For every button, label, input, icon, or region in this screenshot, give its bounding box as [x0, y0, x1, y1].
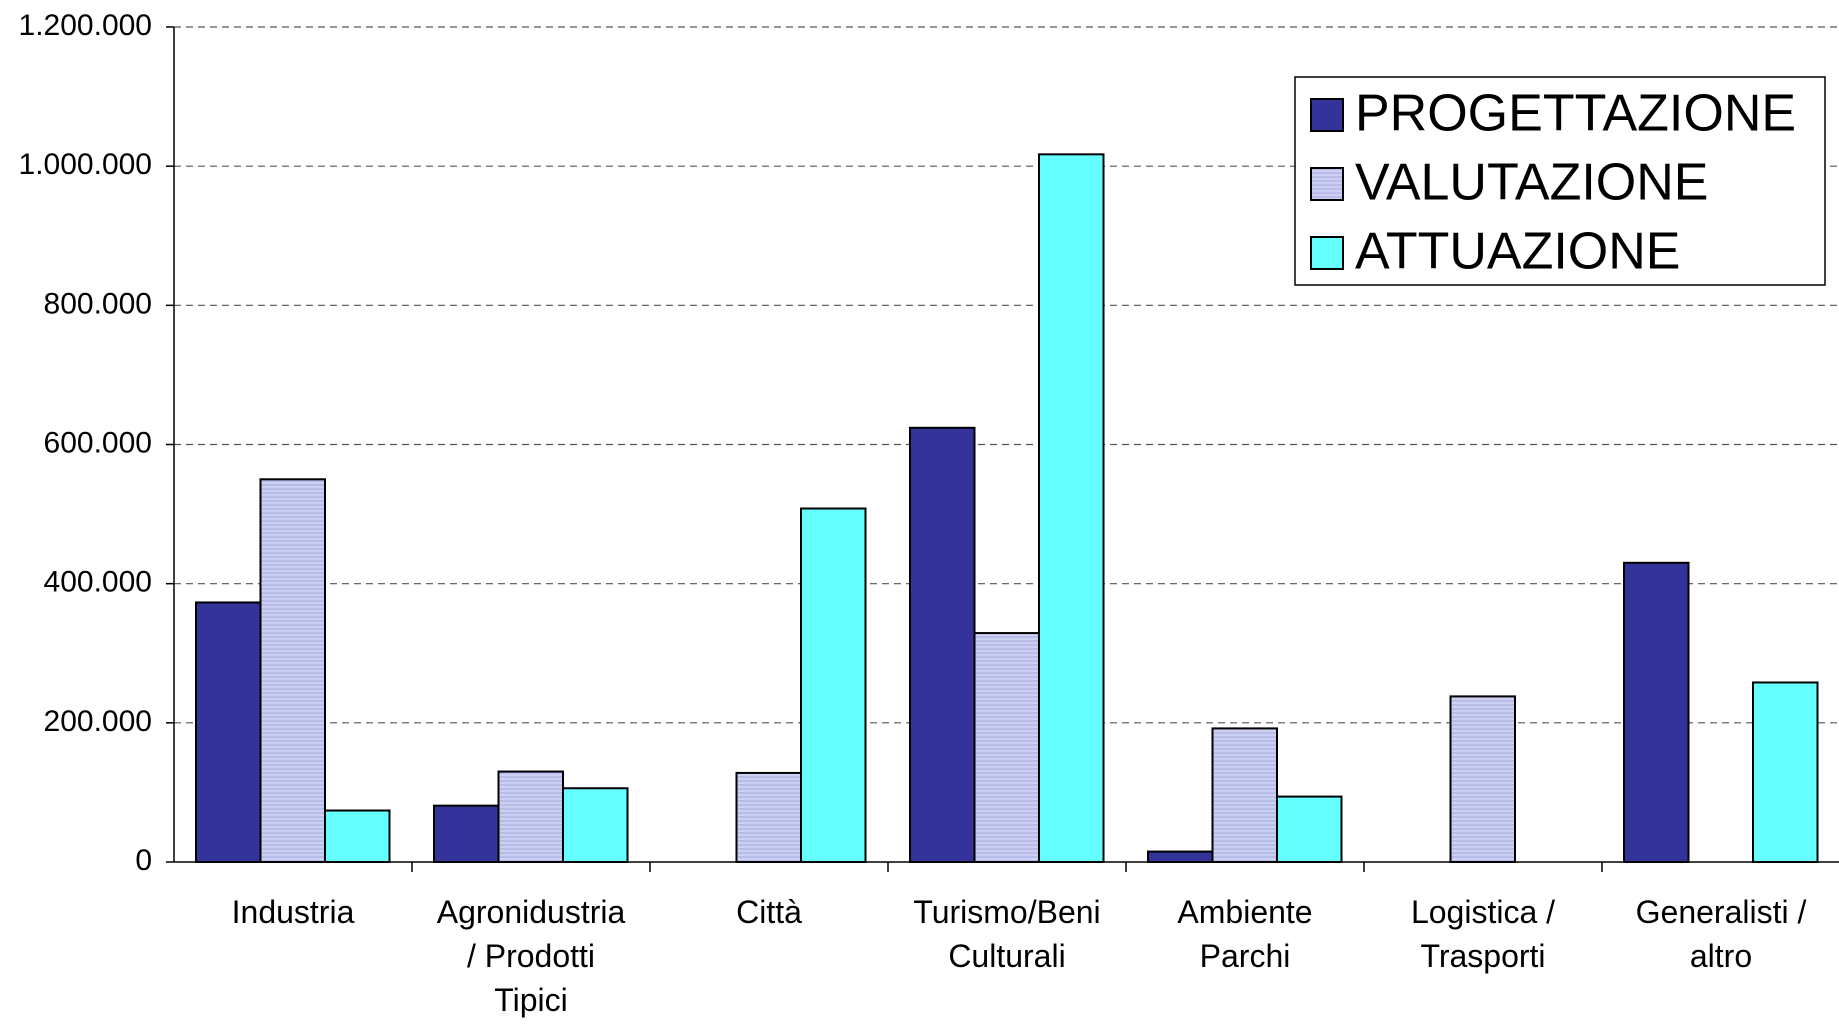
bar [1449, 695, 1516, 863]
bar [973, 632, 1040, 864]
x-tick-label: Logistica / Trasporti [1410, 894, 1556, 974]
legend-label: PROGETTAZIONE [1355, 85, 1796, 143]
legend-swatch [1310, 167, 1344, 201]
bar [259, 478, 326, 863]
bar [909, 426, 976, 863]
x-tick-label: Industria [231, 894, 355, 930]
legend-swatch [1310, 98, 1344, 132]
bar [324, 809, 391, 864]
y-tick-label: 600.000 [44, 426, 152, 459]
bar [1623, 561, 1690, 864]
x-tick-label: Ambiente Parchi [1177, 894, 1313, 974]
bar [497, 770, 564, 864]
x-tick-label: Città [736, 894, 802, 930]
y-tick-label: 0 [135, 844, 152, 877]
bar [1752, 681, 1819, 863]
y-tick-label: 400.000 [44, 566, 152, 599]
legend-swatch [1310, 236, 1344, 270]
bar [562, 787, 629, 863]
x-tick-label: Turismo/Beni Culturali [913, 894, 1101, 974]
y-tick-label: 1.000.000 [19, 148, 152, 181]
legend-box [1294, 76, 1826, 286]
y-tick-label: 800.000 [44, 287, 152, 320]
x-tick-label: Agronidustria / Prodotti Tipici [436, 894, 626, 1018]
y-tick-label: 200.000 [44, 705, 152, 738]
bar [1147, 850, 1214, 863]
legend-label: VALUTAZIONE [1355, 154, 1708, 212]
y-tick-label: 1.200.000 [19, 9, 152, 42]
bar [800, 507, 867, 863]
legend-label: ATTUAZIONE [1355, 223, 1680, 281]
bar [735, 771, 802, 864]
x-tick-label: Generalisti / altro [1635, 894, 1807, 974]
bar [433, 804, 500, 864]
bar [1211, 727, 1278, 864]
bar [195, 601, 262, 863]
bar [1038, 153, 1105, 863]
bar [1276, 795, 1343, 864]
